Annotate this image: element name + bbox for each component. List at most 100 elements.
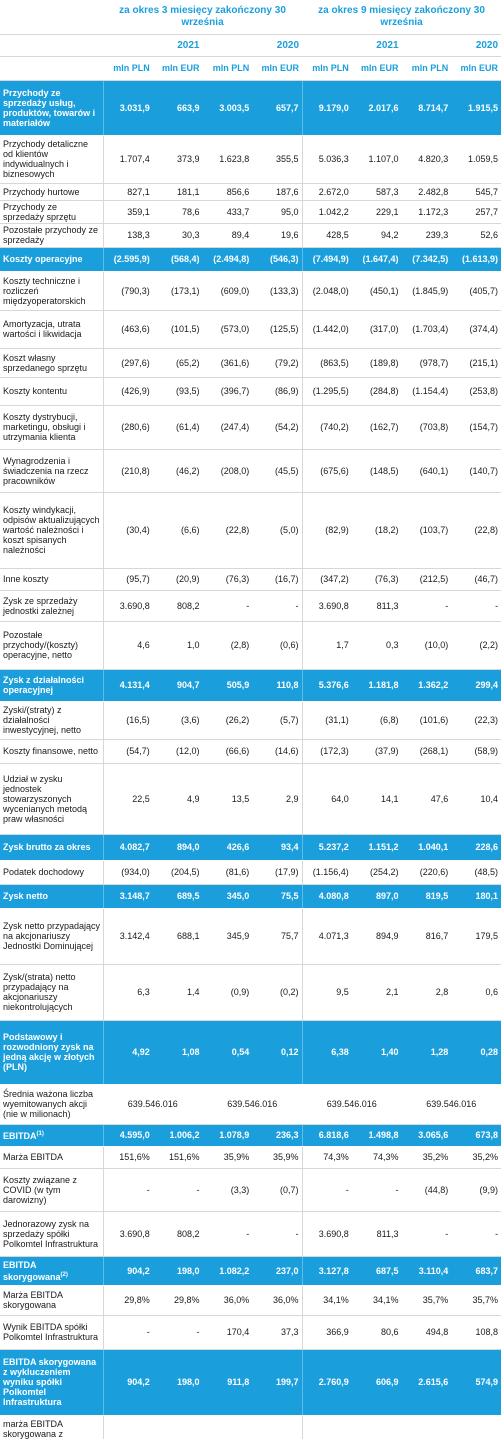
- cell-value: (7.342,5): [401, 247, 452, 272]
- cell-value: (0,6): [252, 621, 303, 670]
- cell-value: 5.036,3: [301, 135, 352, 184]
- row-label: Zysk netto: [0, 884, 103, 909]
- cell-value: (148,5): [351, 449, 402, 493]
- cell-value: (2.048,0): [301, 271, 352, 311]
- cell-value: 545,7: [451, 183, 501, 201]
- cell-value: (30,4): [102, 492, 153, 569]
- cell-value: -: [451, 1211, 501, 1257]
- cell-value: 2,8: [401, 964, 452, 1021]
- cell-value: 78,6: [152, 200, 203, 224]
- unit-header: mln PLN: [401, 55, 452, 81]
- cell-value: 808,2: [152, 1211, 203, 1257]
- cell-value: (740,2): [301, 405, 352, 450]
- cell-value: -: [102, 1168, 153, 1212]
- cell-value: 2.760,9: [301, 1349, 352, 1416]
- row-label: Zysk z działalności operacyjnej: [0, 669, 103, 702]
- cell-value: (76,3): [202, 568, 253, 591]
- cell-value: (2.494,8): [202, 247, 253, 272]
- row-label: Koszty operacyjne: [0, 247, 103, 272]
- cell-value: (22,8): [202, 492, 253, 569]
- cell-value: (18,2): [351, 492, 402, 569]
- cell-value: 239,3: [401, 223, 452, 248]
- row-label: Zysk ze sprzedaży jednostki zależnej: [0, 590, 103, 622]
- cell-value: 687,5: [351, 1256, 402, 1286]
- row-label: Koszty związane z COVID (w tym darowizny…: [0, 1168, 103, 1212]
- table-row: marża EBITDA skorygowana z wykluczeniem …: [0, 1415, 501, 1439]
- cell-value: (140,7): [451, 449, 501, 493]
- cell-value: (1.156,4): [301, 860, 352, 885]
- cell-value: 181,1: [152, 183, 203, 201]
- cell-value: (93,5): [152, 377, 203, 406]
- cell-value: (46,7): [451, 568, 501, 591]
- row-label-text: Zysk brutto za okres: [3, 842, 91, 852]
- year-header: 2021: [103, 33, 203, 56]
- cell-value: (79,2): [252, 348, 303, 378]
- cell-value: (6,6): [152, 492, 203, 569]
- row-label: EBITDA skorygowana z wykluczeniem wyniku…: [0, 1349, 103, 1416]
- cell-value: 75,7: [252, 908, 303, 965]
- cell-value: 1.151,2: [351, 834, 402, 861]
- cell-value: (31,1): [301, 701, 352, 740]
- cell-value: 257,7: [451, 200, 501, 224]
- cell-value: 657,7: [252, 80, 303, 136]
- unit-header-row: mln PLN mln EUR mln PLN mln EUR mln PLN …: [0, 55, 501, 81]
- row-label: EBITDA(1): [0, 1124, 103, 1147]
- cell-value: (125,5): [252, 310, 303, 349]
- cell-value: (3,3): [202, 1168, 253, 1212]
- cell-value: (978,7): [401, 348, 452, 378]
- cell-value: (568,4): [152, 247, 203, 272]
- cell-value: 856,6: [202, 183, 253, 201]
- cell-value: 199,7: [252, 1349, 303, 1416]
- cell-value: 4.131,4: [102, 669, 153, 702]
- cell-value: (703,8): [401, 405, 452, 450]
- cell-value: (81,6): [202, 860, 253, 885]
- cell-value: 30,4%: [202, 1415, 253, 1439]
- cell-value: (405,7): [451, 271, 501, 311]
- cell-value: -: [401, 590, 452, 622]
- cell-value: 1,40: [351, 1020, 402, 1085]
- cell-value: 237,0: [252, 1256, 303, 1286]
- year-header: 2021: [302, 33, 402, 56]
- cell-value: 639.546.016: [401, 1084, 501, 1125]
- cell-value: 373,9: [152, 135, 203, 184]
- cell-value: (0,2): [252, 964, 303, 1021]
- table-row: Udział w zysku jednostek stowarzyszonych…: [0, 763, 501, 835]
- row-label: Podatek dochodowy: [0, 860, 103, 885]
- cell-value: (103,7): [401, 492, 452, 569]
- cell-value: (1.703,4): [401, 310, 452, 349]
- cell-value: (14,6): [252, 739, 303, 764]
- cell-value: (1.647,4): [351, 247, 402, 272]
- cell-value: 428,5: [301, 223, 352, 248]
- row-label-text: Koszty finansowe, netto: [3, 746, 99, 756]
- cell-value: (10,0): [401, 621, 452, 670]
- cell-value: (1.154,4): [401, 377, 452, 406]
- cell-value: 14,1: [351, 763, 402, 835]
- unit-header: mln PLN: [202, 55, 253, 81]
- cell-value: 170,4: [202, 1315, 253, 1350]
- cell-value: 89,4: [202, 223, 253, 248]
- cell-value: (6,8): [351, 701, 402, 740]
- footnote-marker: (2): [60, 1271, 68, 1278]
- cell-value: 2,9: [252, 763, 303, 835]
- cell-value: 3.690,8: [301, 1211, 352, 1257]
- cell-value: 94,2: [351, 223, 402, 248]
- table-row: EBITDA(1) 4.595,0 1.006,2 1.078,9 236,3 6.818…: [0, 1124, 501, 1147]
- cell-value: 29,8%: [152, 1415, 203, 1439]
- cell-value: 29,8%: [152, 1285, 203, 1316]
- row-label: Zyski/(straty) z działalności inwestycyj…: [0, 701, 103, 740]
- cell-value: (268,1): [401, 739, 452, 764]
- row-label: Koszt własny sprzedanego sprzętu: [0, 348, 103, 378]
- cell-value: 1,4: [152, 964, 203, 1021]
- cell-value: (2.595,9): [102, 247, 153, 272]
- table-row: Przychody ze sprzedaży sprzętu 359,1 78,6 4…: [0, 200, 501, 224]
- row-label-text: Zysk ze sprzedaży jednostki zależnej: [3, 595, 78, 616]
- cell-value: (361,6): [202, 348, 253, 378]
- table-row: Koszty finansowe, netto (54,7) (12,0) (66,6…: [0, 739, 501, 764]
- cell-value: 2.615,6: [401, 1349, 452, 1416]
- cell-value: -: [152, 1315, 203, 1350]
- table-row: Zysk ze sprzedaży jednostki zależnej 3.69…: [0, 590, 501, 622]
- row-label-text: EBITDA: [3, 1131, 37, 1141]
- row-label: marża EBITDA skorygowana z wykluczeniem …: [0, 1415, 103, 1439]
- cell-value: 1.059,5: [451, 135, 501, 184]
- cell-value: 198,0: [152, 1349, 203, 1416]
